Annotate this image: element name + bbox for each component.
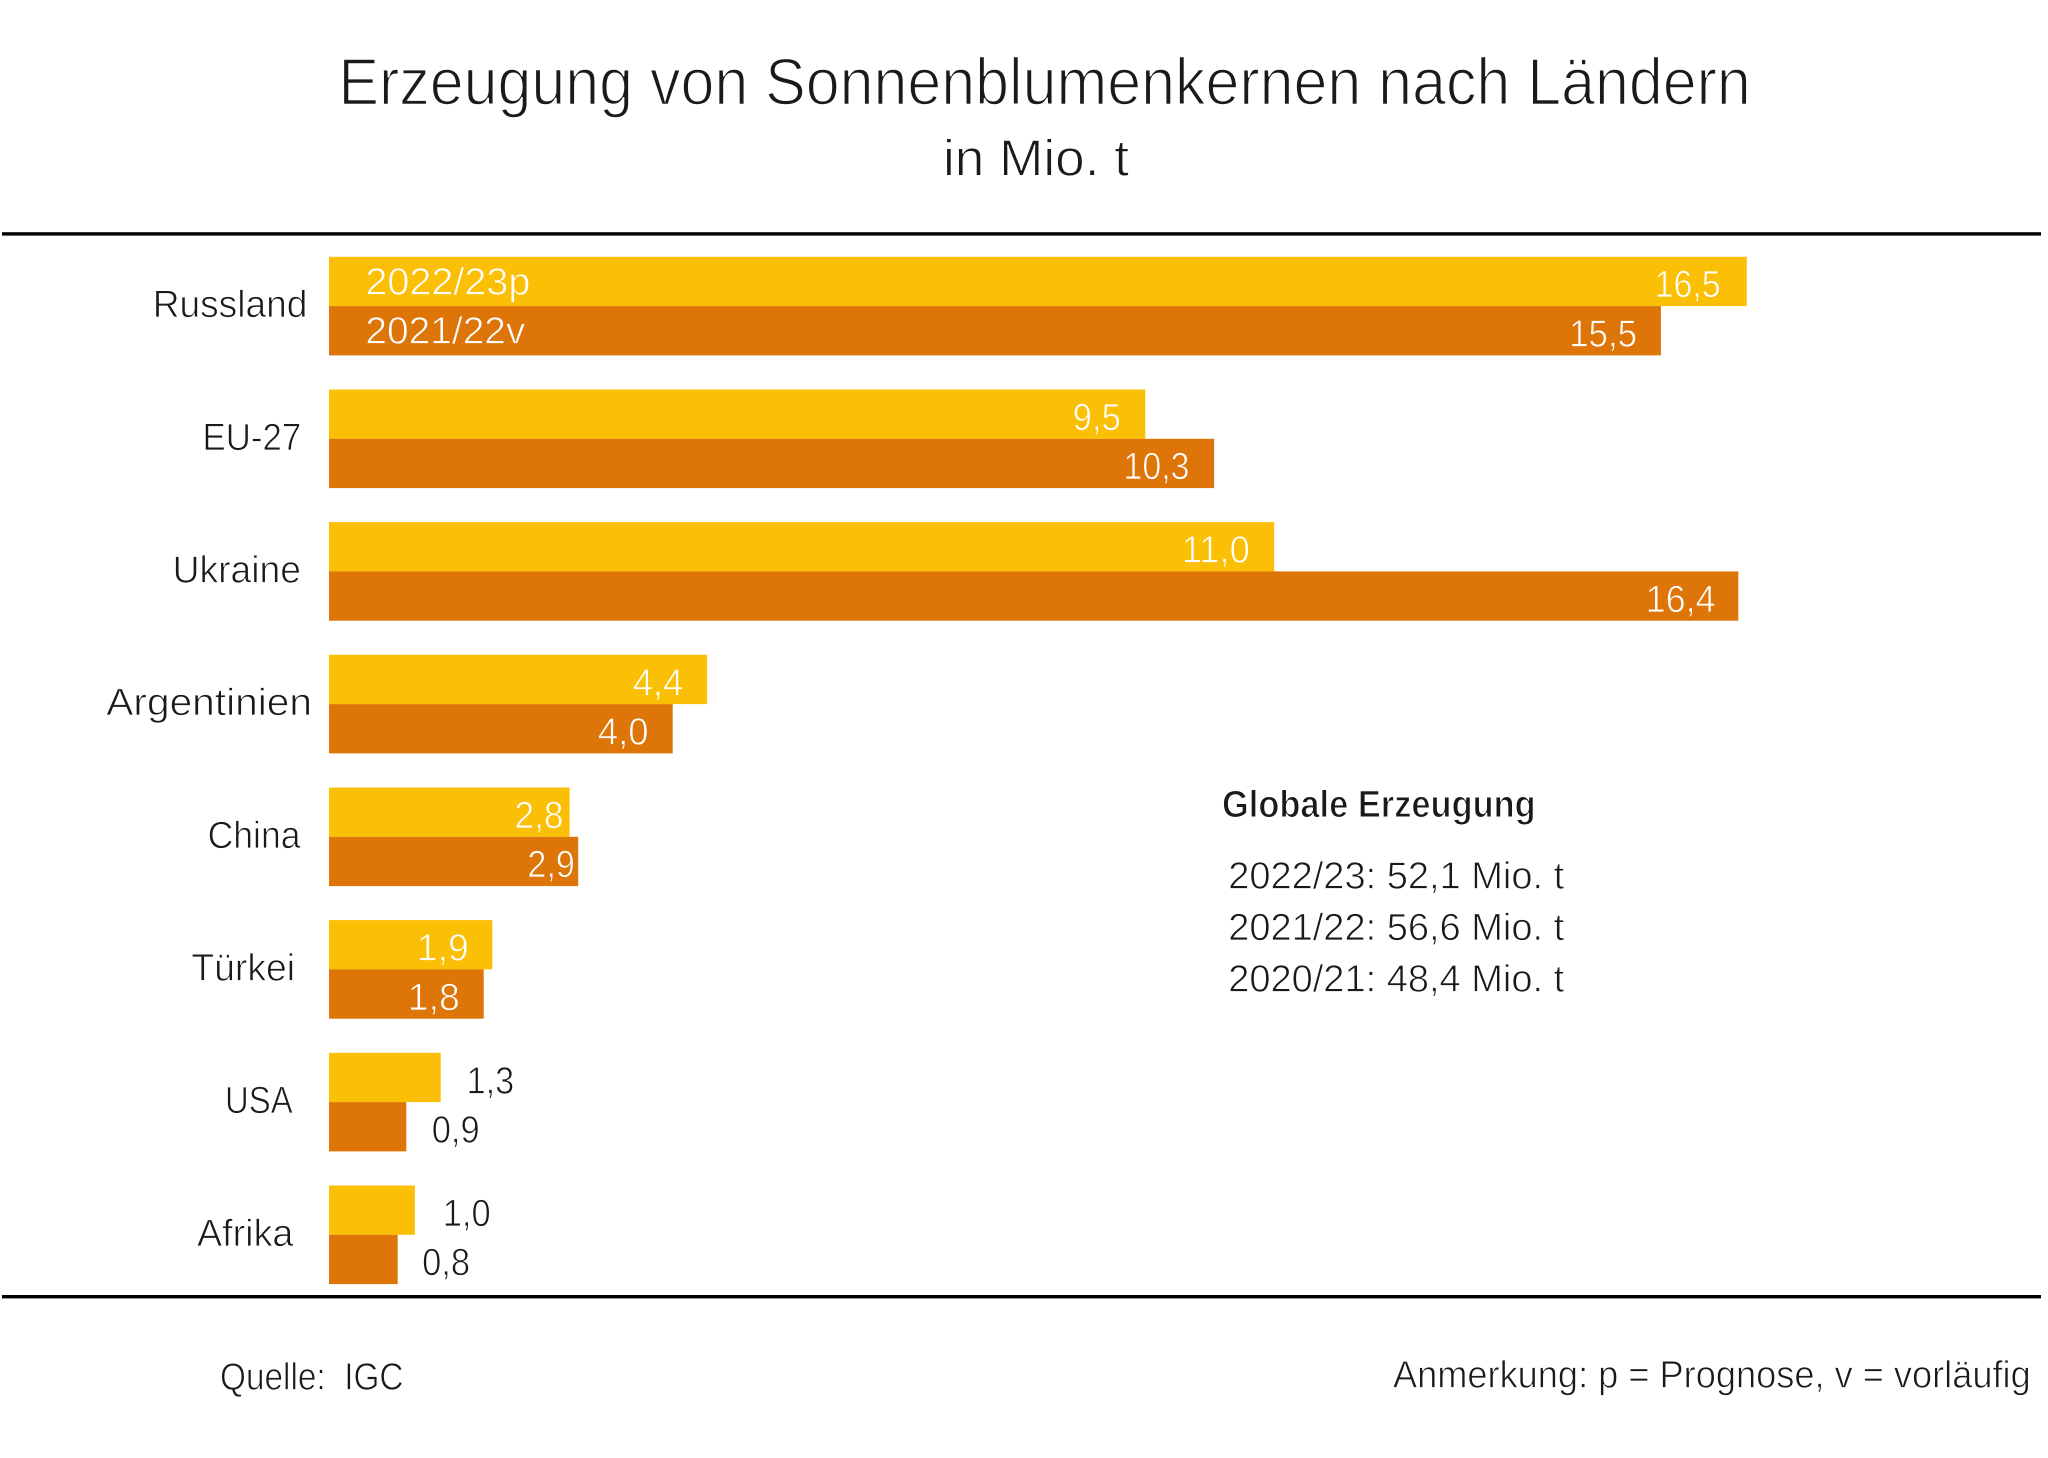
svg-text:16,4: 16,4 [1646,579,1716,621]
svg-text:in Mio. t: in Mio. t [943,130,1129,187]
svg-text:11,0: 11,0 [1182,530,1250,572]
svg-text:0,8: 0,8 [422,1242,470,1284]
svg-text:2021/22: 56,6 Mio. t: 2021/22: 56,6 Mio. t [1228,907,1564,949]
svg-text:EU-27: EU-27 [203,417,302,459]
svg-text:1,9: 1,9 [417,928,469,970]
svg-text:Türkei: Türkei [191,948,295,990]
svg-text:2022/23: 52,1 Mio. t: 2022/23: 52,1 Mio. t [1228,856,1564,898]
svg-text:2021/22v: 2021/22v [365,311,525,353]
svg-text:Erzeugung von Sonnenblumenkern: Erzeugung von Sonnenblumenkernen nach Lä… [338,45,1750,118]
svg-text:Anmerkung: p = Prognose, v = v: Anmerkung: p = Prognose, v = vorläufig [1393,1354,2031,1396]
svg-text:USA: USA [225,1080,293,1122]
svg-text:China: China [208,815,302,857]
svg-text:10,3: 10,3 [1124,446,1190,488]
svg-text:4,4: 4,4 [633,662,684,704]
svg-text:15,5: 15,5 [1569,314,1637,356]
svg-text:Ukraine: Ukraine [173,550,301,592]
svg-text:1,8: 1,8 [408,977,460,1019]
svg-text:1,0: 1,0 [443,1193,491,1235]
svg-text:1,3: 1,3 [467,1060,515,1102]
svg-text:2022/23p: 2022/23p [365,261,530,303]
svg-text:9,5: 9,5 [1073,397,1121,439]
svg-text:2,9: 2,9 [527,844,574,886]
svg-text:2020/21: 48,4 Mio. t: 2020/21: 48,4 Mio. t [1228,959,1564,1001]
svg-text:Afrika: Afrika [197,1213,294,1255]
svg-text:16,5: 16,5 [1655,264,1721,306]
svg-text:Globale Erzeugung: Globale Erzeugung [1222,784,1536,826]
svg-text:Russland: Russland [153,284,308,326]
svg-text:Argentinien: Argentinien [106,682,312,724]
svg-text:2,8: 2,8 [515,795,564,837]
svg-text:Quelle: IGC: Quelle: IGC [220,1357,404,1399]
svg-text:0,9: 0,9 [432,1110,480,1152]
svg-text:4,0: 4,0 [598,712,649,754]
